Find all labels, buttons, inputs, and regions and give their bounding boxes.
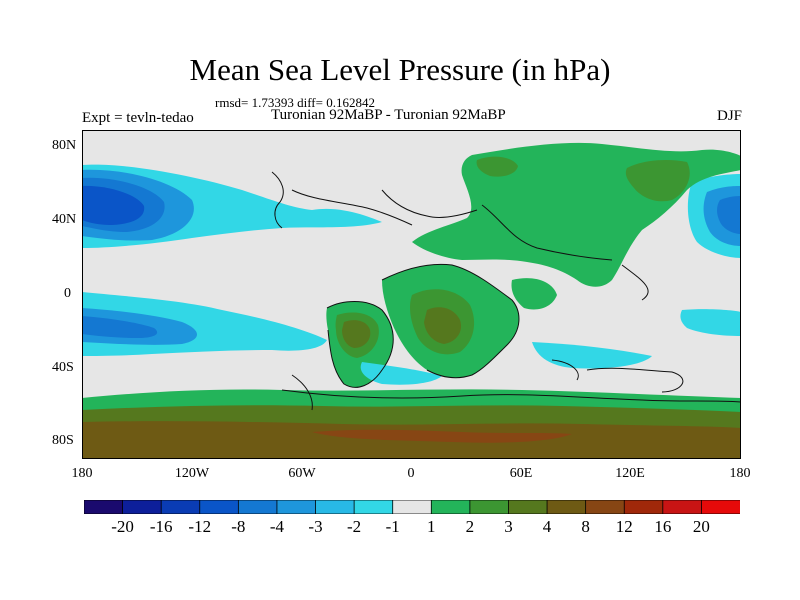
legend-label: -20 bbox=[111, 517, 134, 536]
lon-tick-0: 0 bbox=[407, 466, 415, 481]
legend-swatch bbox=[392, 500, 433, 514]
lon-tick-120w: 120W bbox=[174, 466, 210, 481]
africa-core bbox=[424, 307, 462, 344]
legend-label: -12 bbox=[188, 517, 212, 536]
north-pacific-low-core bbox=[82, 185, 145, 225]
legend-swatch bbox=[662, 500, 703, 514]
south-east-cyan bbox=[680, 309, 741, 336]
legend-label: 16 bbox=[654, 517, 672, 536]
south-america-core bbox=[342, 320, 371, 348]
color-legend bbox=[84, 500, 740, 514]
lat-tick-40s: 40S bbox=[52, 360, 74, 375]
comparison-label: Turonian 92MaBP - Turonian 92MaBP bbox=[271, 107, 506, 123]
legend-label: 3 bbox=[504, 517, 513, 536]
legend-swatch bbox=[237, 500, 278, 514]
lon-tick-120e: 120E bbox=[615, 466, 645, 481]
north-east-low-deep bbox=[717, 196, 741, 234]
antarctic-red bbox=[312, 429, 572, 443]
south-atlantic-cyan bbox=[360, 362, 442, 385]
legend-swatch bbox=[276, 500, 317, 514]
map-frame bbox=[82, 130, 741, 459]
north-olive-patch-2 bbox=[476, 156, 518, 177]
lat-tick-80s: 80S bbox=[52, 433, 74, 448]
north-olive-patch-1 bbox=[625, 160, 690, 202]
legend-swatch bbox=[701, 500, 740, 514]
legend-swatch bbox=[585, 500, 626, 514]
legend-swatch bbox=[122, 500, 163, 514]
legend-swatch bbox=[508, 500, 548, 514]
legend-label: 8 bbox=[581, 517, 590, 536]
legend-label: -8 bbox=[231, 517, 246, 536]
legend-label: 20 bbox=[692, 517, 710, 536]
legend-swatch bbox=[84, 500, 124, 514]
south-pacific-deep bbox=[82, 316, 158, 338]
pressure-map bbox=[82, 130, 741, 459]
coastlines bbox=[271, 171, 741, 411]
season-label: DJF bbox=[716, 108, 742, 124]
experiment-label: Expt = tevln-tedao bbox=[82, 110, 194, 126]
lat-tick-0: 0 bbox=[64, 286, 71, 301]
legend-label: -2 bbox=[347, 517, 362, 536]
legend-label: -3 bbox=[308, 517, 323, 536]
legend-swatch bbox=[315, 500, 356, 514]
legend-label: -1 bbox=[385, 517, 400, 536]
plot-title: Mean Sea Level Pressure (in hPa) bbox=[189, 52, 611, 87]
legend-swatch bbox=[160, 500, 201, 514]
stats-text: rmsd= 1.73393 diff= 0.162842 bbox=[215, 95, 375, 110]
india-green bbox=[511, 278, 557, 310]
legend-label: -16 bbox=[149, 517, 173, 536]
legend-swatch bbox=[546, 500, 587, 514]
lat-tick-80n: 80N bbox=[52, 138, 77, 153]
legend-label: 4 bbox=[542, 517, 552, 536]
legend-label: 2 bbox=[465, 517, 475, 536]
legend-label: -4 bbox=[269, 517, 285, 536]
legend-swatch bbox=[199, 500, 240, 514]
lon-tick-60e: 60E bbox=[509, 466, 533, 481]
legend-label: 12 bbox=[615, 517, 633, 536]
legend-swatch bbox=[353, 500, 394, 514]
legend-label: 1 bbox=[427, 517, 436, 536]
legend-swatch bbox=[469, 500, 510, 514]
legend-swatch bbox=[430, 500, 471, 514]
lon-tick-60w: 60W bbox=[288, 466, 316, 481]
legend-swatch bbox=[623, 500, 664, 514]
lat-tick-40n: 40N bbox=[52, 212, 77, 227]
lon-tick-180e: 180 bbox=[729, 466, 751, 481]
lon-tick-180w: 180 bbox=[71, 466, 93, 481]
